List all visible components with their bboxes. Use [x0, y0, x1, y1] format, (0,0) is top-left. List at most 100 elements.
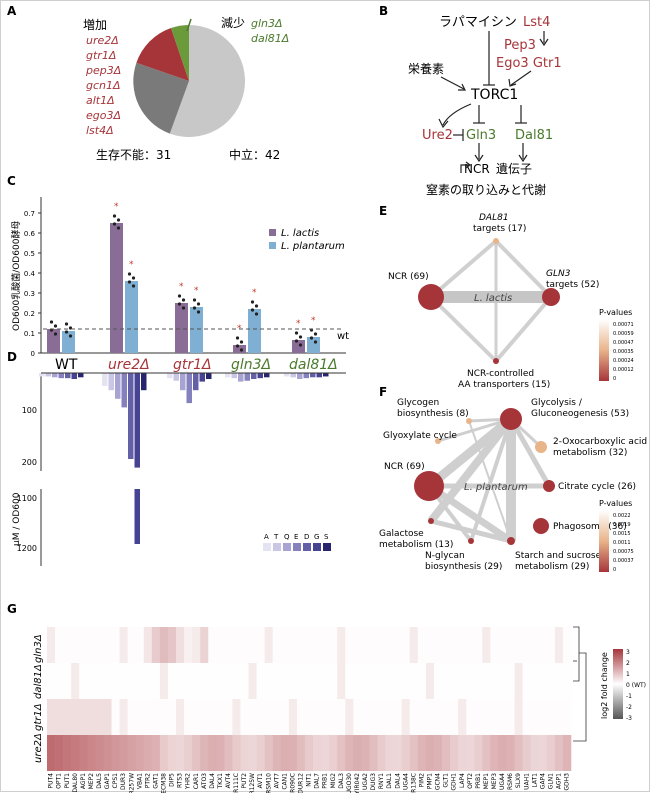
heatmap-cell — [119, 699, 128, 735]
decrease-gene: dal81Δ — [251, 32, 289, 45]
c-dot — [112, 214, 117, 218]
network-e: DAL81 targets (17) NCR (69) GLN3 targets… — [388, 213, 599, 390]
heatmap-cell — [554, 699, 564, 735]
heatmap-cell — [329, 699, 338, 735]
center-label: L. lactis — [474, 293, 512, 304]
colorbar-tick: 0.00071 — [613, 322, 634, 328]
d-bar — [206, 373, 212, 380]
c-dot — [294, 331, 299, 335]
heatmap-column-label: PUT2 — [241, 773, 248, 789]
heatmap-column-label: DAL80 — [72, 773, 79, 793]
heatmap-cell — [248, 627, 257, 663]
heatmap-cell — [482, 627, 491, 663]
heatmap-cell — [522, 735, 531, 771]
node-phagosome — [533, 518, 549, 534]
heatmap-column-label: YDR090C — [289, 773, 296, 793]
c-dot — [250, 300, 255, 304]
d-tick: 200 — [22, 458, 37, 467]
c-tick-label: 0.7 — [24, 210, 35, 218]
heatmap-cell — [143, 699, 153, 735]
heatmap-cell — [474, 699, 483, 735]
c-dot — [68, 334, 73, 338]
heatmap-cell — [143, 663, 153, 699]
heatmap-cell — [135, 627, 145, 663]
d-legend-label: G — [314, 533, 319, 541]
colorbar — [599, 319, 609, 381]
heatmap-cell — [79, 627, 88, 663]
colorbar-tick: 0 — [613, 567, 616, 573]
heatmap-column-label: GAT1 — [152, 773, 159, 789]
heatmap-cell — [256, 699, 265, 735]
node-glycogen — [466, 418, 472, 424]
heatmap-cell — [151, 735, 161, 771]
heatmap-cell — [184, 735, 193, 771]
d-bar — [284, 373, 290, 377]
legend-swatch-lactis — [269, 229, 276, 236]
x-label-gtr1: gtr1Δ — [173, 357, 212, 373]
legend-label: L. lactis — [281, 228, 319, 239]
heatmap-cell — [216, 663, 225, 699]
heatmap-cell — [498, 663, 507, 699]
d-bar — [39, 373, 45, 377]
heatmap-cell — [554, 735, 564, 771]
c-bar — [62, 331, 75, 353]
increase-gene: gcn1Δ — [86, 79, 121, 92]
colorbar-tick: 0 (WT) — [626, 682, 646, 689]
heatmap-cell — [482, 663, 491, 699]
c-dot — [64, 322, 69, 326]
heatmap-cell — [409, 663, 419, 699]
d-bar — [251, 373, 257, 380]
heatmap-cell — [409, 735, 419, 771]
heatmap-column-label: CAN1 — [281, 773, 288, 790]
x-label-gln3: gln3Δ — [231, 357, 271, 373]
heatmap-cell — [192, 699, 201, 735]
panel-label-d: D — [7, 350, 17, 364]
node-glycolysis — [500, 408, 522, 430]
heatmap-cell — [240, 735, 249, 771]
node-label: NCR-controlled — [467, 369, 534, 379]
heatmap-cell — [47, 663, 56, 699]
heatmap-cell — [79, 735, 88, 771]
c-star: * — [114, 202, 119, 212]
heatmap-cell — [192, 663, 201, 699]
heatmap-cell — [313, 699, 322, 735]
heatmap-column-label: DUR12 — [298, 773, 305, 793]
heatmap-cell — [175, 663, 185, 699]
heatmap-cell — [361, 735, 370, 771]
neutral-count: 中立：42 — [229, 147, 280, 162]
pep3-label: Pep3 — [504, 38, 536, 53]
heatmap-cell — [95, 627, 104, 663]
heatmap-cell — [232, 699, 241, 735]
ego3-gtr1-label: Ego3 Gtr1 — [496, 56, 562, 71]
heatmap-column-label: PIM2 — [418, 773, 425, 788]
heatmap-cell — [95, 699, 104, 735]
heatmap-column-label: GLT1 — [443, 773, 450, 788]
heatmap-cell — [47, 735, 56, 771]
c-bar — [248, 309, 261, 353]
heatmap-cell — [296, 627, 306, 663]
increase-gene: gtr1Δ — [86, 49, 116, 62]
heatmap-colorbar: log2 fold change 3 2 1 0 (WT) -1 -2 -3 — [600, 649, 646, 722]
c-dot — [298, 343, 303, 347]
heatmap-cell — [304, 627, 314, 663]
heatmap-cell — [442, 627, 451, 663]
heatmap-cell — [554, 627, 564, 663]
heatmap-cell — [442, 663, 451, 699]
heatmap-cell — [272, 663, 282, 699]
heatmap-cell — [288, 663, 298, 699]
heatmap-column-label: LAT1 — [531, 773, 538, 788]
heatmap-cell — [466, 627, 475, 663]
heatmap-cell — [353, 663, 362, 699]
c-dot — [53, 332, 58, 336]
heatmap-column-label: PMP1 — [427, 773, 434, 789]
edge — [494, 239, 553, 299]
heatmap-cell — [482, 699, 491, 735]
node-label: biosynthesis (8) — [397, 409, 469, 419]
heatmap-cell — [458, 735, 467, 771]
colorbar — [613, 649, 623, 719]
node-dal81 — [493, 238, 499, 244]
heatmap-column-label: GAP1 — [104, 773, 111, 789]
heatmap-cell — [224, 699, 233, 735]
d-bar — [71, 373, 77, 380]
heatmap-cell — [55, 735, 64, 771]
